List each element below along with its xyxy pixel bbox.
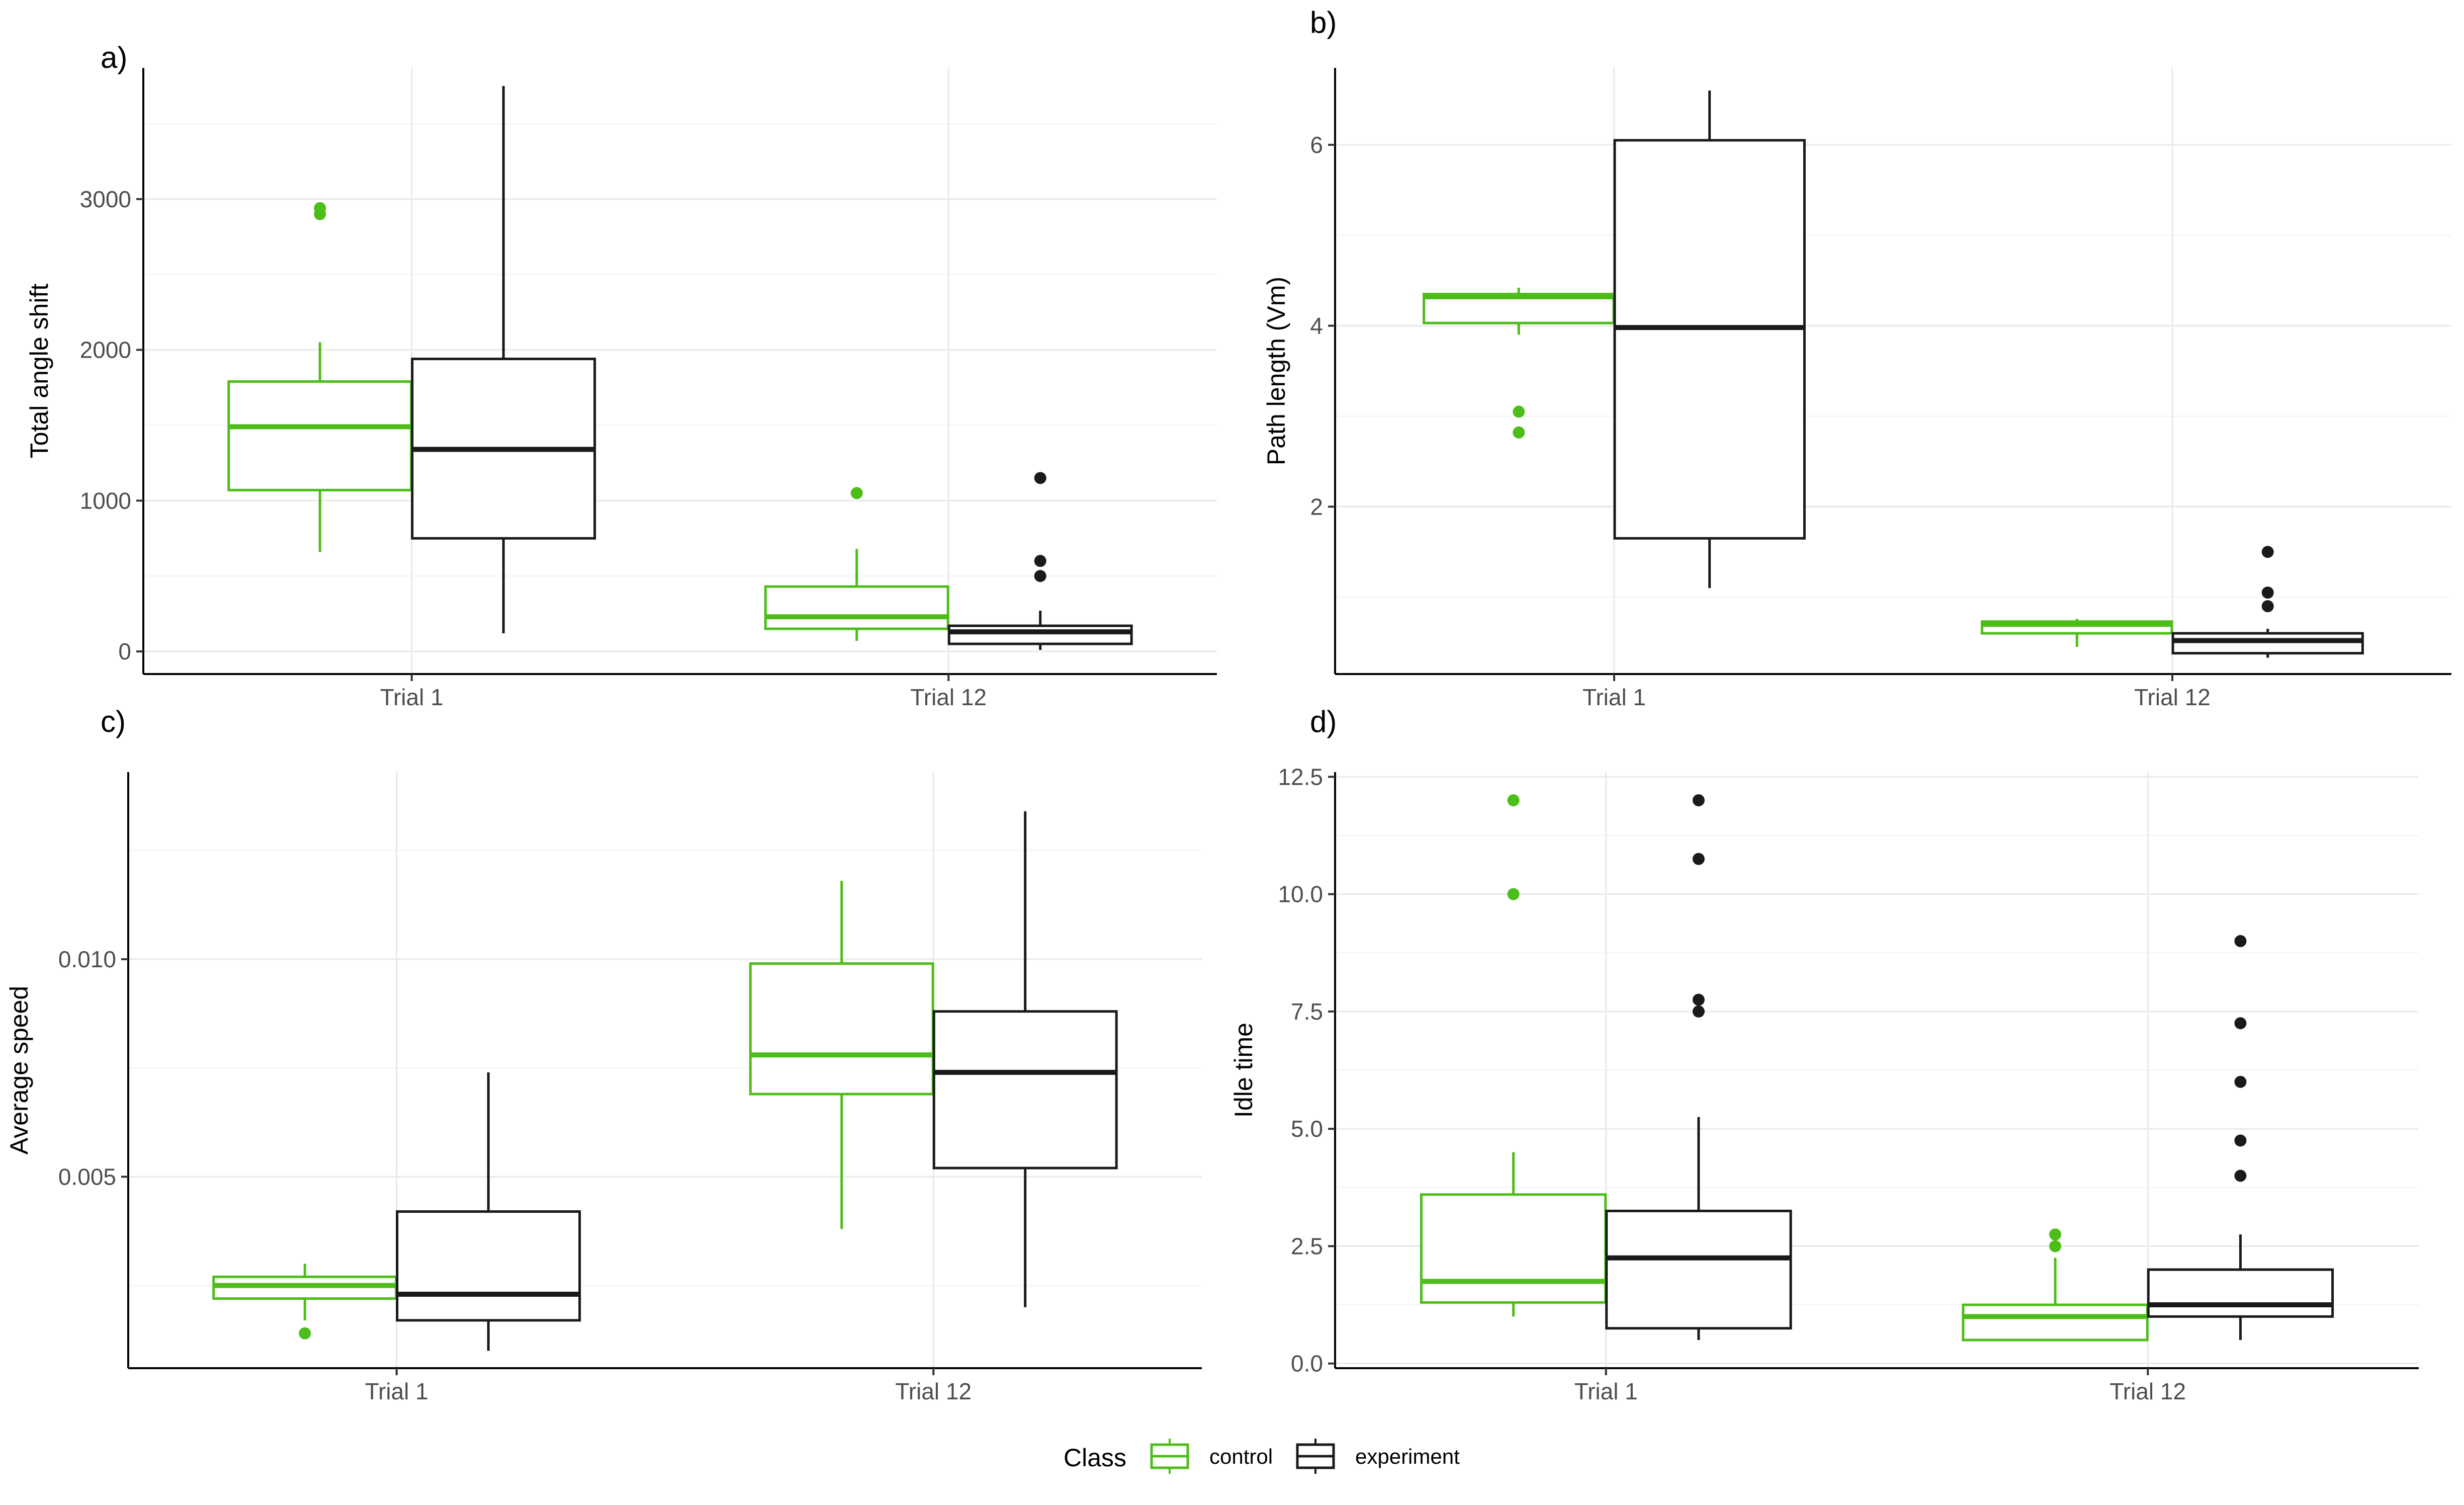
legend: Class control experiment xyxy=(1064,1439,1460,1474)
box-control-1 xyxy=(1423,288,1615,439)
y-tick-label: 0.005 xyxy=(58,1163,116,1190)
y-tick-label: 10.0 xyxy=(1278,881,1323,907)
outlier-point xyxy=(2049,1240,2062,1252)
legend-label-control: control xyxy=(1209,1445,1273,1468)
outlier-point xyxy=(1692,993,1705,1006)
outlier-point xyxy=(1692,1005,1705,1018)
box-experiment-2 xyxy=(932,811,1118,1307)
box-control-2 xyxy=(749,881,934,1229)
legend-key-control xyxy=(1150,1439,1189,1474)
outlier-point xyxy=(1507,794,1520,806)
outlier-point xyxy=(2049,1228,2062,1241)
y-tick-label: 1000 xyxy=(80,487,131,514)
outlier-point xyxy=(2261,587,2274,599)
outlier-point xyxy=(2261,546,2274,558)
x-tick-label: Trial 12 xyxy=(910,684,987,710)
outlier-point xyxy=(314,202,326,214)
y-tick-label: 7.5 xyxy=(1291,998,1323,1025)
x-tick-label: Trial 12 xyxy=(2109,1378,2186,1404)
panel-tag: a) xyxy=(101,41,127,74)
outlier-point xyxy=(2234,1075,2247,1088)
outlier-point xyxy=(1513,426,1525,439)
x-tick-label: Trial 12 xyxy=(2134,684,2211,710)
box-iqr xyxy=(396,1210,581,1322)
box-experiment-2 xyxy=(2147,935,2334,1341)
x-tick-label: Trial 1 xyxy=(1574,1378,1638,1404)
box-iqr xyxy=(2171,632,2364,655)
outlier-point xyxy=(1692,794,1705,806)
box-iqr xyxy=(2147,1268,2334,1318)
x-tick-label: Trial 1 xyxy=(365,1378,428,1404)
box-iqr xyxy=(1605,1209,1792,1330)
y-tick-label: 6 xyxy=(1310,132,1323,158)
y-tick-label: 0 xyxy=(118,638,131,664)
box-experiment-2 xyxy=(947,472,1133,650)
outlier-point xyxy=(2234,1169,2247,1182)
legend-label-experiment: experiment xyxy=(1355,1445,1460,1468)
box-control-1 xyxy=(1420,794,1607,1317)
box-iqr xyxy=(932,1010,1118,1169)
outlier-point xyxy=(2261,600,2274,613)
box-iqr xyxy=(764,585,949,630)
panel-tag: c) xyxy=(101,705,126,738)
y-tick-label: 2 xyxy=(1310,493,1323,520)
box-iqr xyxy=(1962,1303,2149,1342)
box-iqr xyxy=(749,962,934,1096)
panel-tag: d) xyxy=(1310,705,1337,738)
legend-key-experiment xyxy=(1296,1439,1335,1474)
box-iqr xyxy=(1420,1193,1607,1304)
y-tick-label: 5.0 xyxy=(1291,1116,1323,1142)
y-axis-title: Path length (Vm) xyxy=(1262,277,1290,465)
outlier-point xyxy=(299,1327,311,1340)
box-experiment-2 xyxy=(2171,546,2364,658)
y-tick-label: 4 xyxy=(1310,313,1323,339)
box-experiment-1 xyxy=(411,86,596,634)
box-iqr xyxy=(947,624,1133,645)
y-axis-title: Idle time xyxy=(1229,1023,1258,1118)
y-tick-label: 3000 xyxy=(80,186,131,212)
box-experiment-1 xyxy=(1613,90,1806,589)
x-tick-label: Trial 12 xyxy=(895,1378,972,1404)
box-iqr xyxy=(227,380,413,491)
outlier-point xyxy=(1692,853,1705,865)
panel-3: 0.005 0.010 Trial 1 Trial 12 Average speed c) xyxy=(5,705,1202,1404)
outlier-point xyxy=(1034,472,1046,484)
y-tick-label: 0.010 xyxy=(58,946,116,972)
panel-2: 2 4 6 Trial 1 Trial 12 Path length (Vm) b) xyxy=(1262,6,2451,710)
y-tick-label: 2.5 xyxy=(1291,1233,1323,1259)
x-tick-label: Trial 1 xyxy=(380,684,444,710)
outlier-point xyxy=(850,487,863,499)
y-tick-label: 2000 xyxy=(80,337,131,363)
box-iqr xyxy=(1613,139,1806,540)
box-experiment-1 xyxy=(1605,794,1792,1341)
panel-4: 0.0 2.5 5.0 7.5 10.0 12.5 Trial 1 Trial 12 Idle … xyxy=(1229,705,2419,1404)
y-axis-title: Total angle shift xyxy=(25,284,53,459)
box-control-2 xyxy=(764,487,949,641)
box-control-2 xyxy=(1962,1228,2149,1342)
outlier-point xyxy=(2234,935,2247,947)
box-control-1 xyxy=(227,202,413,552)
box-control-2 xyxy=(1981,619,2173,647)
outlier-point xyxy=(2234,1134,2247,1147)
outlier-point xyxy=(1513,405,1525,418)
outlier-point xyxy=(1034,570,1046,582)
panel-tag: b) xyxy=(1310,6,1337,39)
panel-1: 0 1000 2000 3000 Trial 1 Trial 12 Total angle … xyxy=(25,41,1217,710)
y-axis-title: Average speed xyxy=(5,986,33,1154)
y-tick-label: 0.0 xyxy=(1291,1351,1323,1377)
x-tick-label: Trial 1 xyxy=(1582,684,1646,710)
box-experiment-1 xyxy=(396,1072,581,1351)
outlier-point xyxy=(1034,555,1046,567)
legend-title: Class xyxy=(1064,1444,1126,1472)
outlier-point xyxy=(1507,888,1520,900)
y-tick-label: 12.5 xyxy=(1278,764,1323,790)
outlier-point xyxy=(2234,1017,2247,1030)
